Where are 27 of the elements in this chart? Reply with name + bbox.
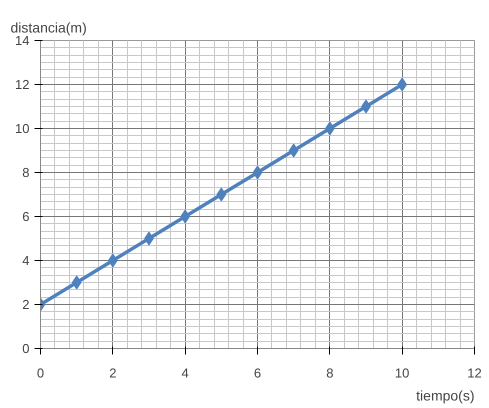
y-tick-label: 14 (15, 33, 30, 48)
point (216, 188, 226, 202)
x-tick-label: 2 (109, 366, 116, 380)
y-tick-label: 0 (22, 341, 30, 356)
point (108, 254, 118, 268)
y-tick-label: 4 (22, 253, 30, 268)
point (180, 210, 190, 224)
y-axis-title: distancia(m) (10, 20, 87, 36)
x-tick-label: 6 (254, 366, 262, 380)
point (397, 78, 407, 92)
y-tick-label: 12 (15, 77, 30, 92)
x-tick-label: 10 (394, 366, 410, 380)
x-tick-label: 4 (182, 366, 189, 380)
point (361, 100, 371, 114)
y-tick-label: 6 (22, 209, 30, 224)
x-tick-label: 0 (36, 366, 44, 380)
point (72, 276, 82, 290)
y-tick-label: 2 (22, 297, 30, 312)
x-tick-label: 12 (467, 366, 482, 380)
y-tick-label: 8 (22, 165, 30, 180)
point (144, 232, 154, 246)
point (252, 166, 262, 180)
point (288, 144, 298, 158)
x-axis-title: tiempo(s) (416, 388, 475, 404)
y-tick-label: 10 (15, 121, 30, 136)
point (325, 122, 335, 136)
x-tick-label: 8 (326, 366, 334, 380)
